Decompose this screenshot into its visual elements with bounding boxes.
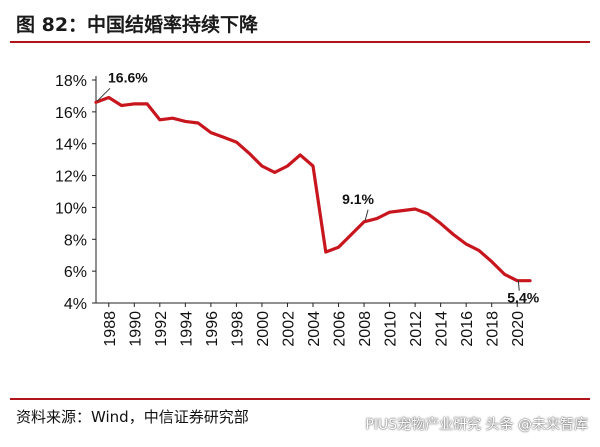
x-tick-label: 2014 [434, 311, 451, 347]
title-rule [10, 41, 590, 43]
data-label: 5.4% [507, 290, 539, 306]
data-label: 16.6% [108, 69, 148, 85]
x-tick-label: 2006 [332, 311, 349, 347]
source-rule [10, 398, 590, 400]
watermark: PIUS宠物产业研究 头条 @未来智库 [365, 417, 588, 433]
x-tick-label: 1998 [229, 311, 246, 347]
marriage-rate-series-line [94, 95, 532, 283]
data-label: 9.1% [342, 191, 374, 207]
figure-title: 图 82：中国结婚率持续下降 [16, 14, 259, 36]
y-tick-label: 4% [64, 296, 87, 313]
x-tick-label: 2018 [485, 311, 502, 347]
y-tick-label: 12% [55, 169, 87, 186]
x-tick-label: 2010 [383, 311, 400, 347]
x-tick-label: 1992 [153, 311, 170, 347]
x-tick-label: 1990 [127, 311, 144, 347]
x-tick-label: 1996 [204, 311, 221, 347]
x-tick-label: 1994 [178, 311, 195, 347]
x-tick-label: 2002 [280, 311, 297, 347]
annotation-leader [364, 209, 369, 221]
annotation-leader [517, 279, 520, 291]
y-tick-label: 10% [55, 200, 87, 217]
x-tick-label: 2004 [306, 311, 323, 347]
y-tick-label: 14% [55, 137, 87, 154]
x-tick-label: 2016 [459, 311, 476, 347]
x-tick-label: 1988 [102, 311, 119, 347]
x-tick-label: 2000 [255, 311, 272, 347]
y-tick-label: 6% [64, 264, 87, 281]
annotation-leader [96, 87, 111, 102]
y-tick-label: 16% [55, 105, 87, 122]
x-tick-label: 2020 [510, 311, 527, 347]
y-tick-label: 18% [55, 73, 87, 90]
x-tick-label: 2008 [357, 311, 374, 347]
source-note: 资料来源：Wind，中信证券研究部 [16, 408, 249, 426]
y-tick-label: 8% [64, 232, 87, 249]
x-tick-label: 2012 [408, 311, 425, 347]
